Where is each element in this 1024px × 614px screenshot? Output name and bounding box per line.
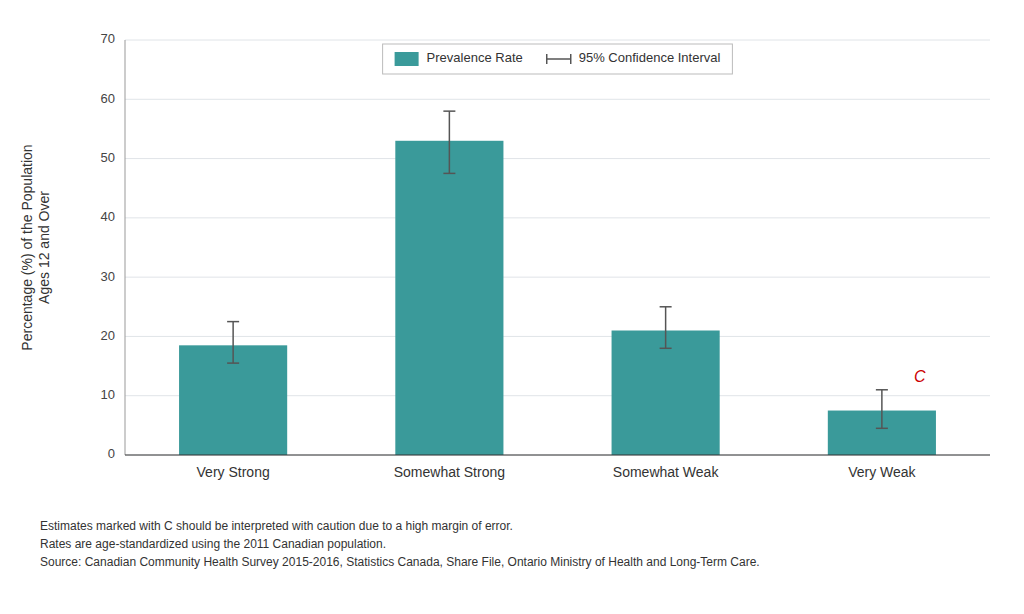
error-bar-stem <box>232 322 234 364</box>
y-axis-label-line: Percentage (%) of the Population <box>19 144 35 350</box>
y-axis-label: Percentage (%) of the PopulationAges 12 … <box>19 144 52 350</box>
y-tick-label: 50 <box>101 150 115 165</box>
y-axis-line <box>125 40 126 455</box>
error-bar-stem <box>449 111 451 173</box>
error-bar-cap <box>227 362 239 364</box>
grid-line <box>125 217 990 218</box>
x-axis-line <box>125 455 990 456</box>
notes: Estimates marked with C should be interp… <box>40 519 760 569</box>
legend-label: 95% Confidence Interval <box>579 50 721 65</box>
grid-line <box>125 158 990 159</box>
error-bar <box>227 322 239 364</box>
legend-label: Prevalence Rate <box>427 50 523 65</box>
note: Source: Canadian Community Health Survey… <box>40 555 760 569</box>
error-bar-cap <box>443 173 455 175</box>
legend-ci-cap <box>570 54 572 64</box>
y-tick-label: 20 <box>101 328 115 343</box>
legend-ci-line <box>547 58 571 60</box>
error-bar <box>876 390 888 429</box>
y-tick-label: 30 <box>101 269 115 284</box>
x-tick-label: Somewhat Weak <box>613 464 720 480</box>
bar <box>612 331 720 456</box>
grid-line <box>125 40 990 41</box>
x-tick-label: Very Weak <box>848 464 916 480</box>
error-bar-stem <box>665 307 667 349</box>
error-bar-cap <box>876 389 888 391</box>
legend-box <box>383 44 733 74</box>
chart-container: 0 10 20 30 40 50 60 70 Very Strong Somewhat Stron… <box>0 0 1024 614</box>
legend: Prevalence Rate 95% Confidence Interval <box>383 44 733 74</box>
chart-svg: 0 10 20 30 40 50 60 70 Very Strong Somewhat Stron… <box>0 0 1024 614</box>
x-tick-label: Somewhat Strong <box>394 464 505 480</box>
grid-line <box>125 99 990 100</box>
error-bar-cap <box>443 110 455 112</box>
y-tick-label: 40 <box>101 209 115 224</box>
y-tick-label: 0 <box>108 446 115 461</box>
y-tick-label: 60 <box>101 91 115 106</box>
error-bar-cap <box>227 321 239 323</box>
x-tick-labels: Very Strong Somewhat Strong Somewhat Weak V… <box>197 464 917 480</box>
bar <box>395 141 503 455</box>
error-bar <box>660 307 672 349</box>
x-tick-label: Very Strong <box>197 464 270 480</box>
annotation: C <box>914 368 926 385</box>
y-tick-labels: 0 10 20 30 40 50 60 70 <box>101 31 115 461</box>
y-tick-label: 70 <box>101 31 115 46</box>
note: Estimates marked with C should be interp… <box>40 519 513 533</box>
error-bar-cap <box>876 428 888 430</box>
grid-line <box>125 336 990 337</box>
note: Rates are age-standardized using the 201… <box>40 537 386 551</box>
error-bar-stem <box>881 390 883 429</box>
grid-line <box>125 455 990 456</box>
error-bar-cap <box>660 348 672 350</box>
legend-ci-cap <box>546 54 548 64</box>
y-grid <box>125 40 990 455</box>
y-tick-label: 10 <box>101 387 115 402</box>
plot-marks <box>179 111 936 455</box>
grid-line <box>125 277 990 278</box>
y-axis-label-line: Ages 12 and Over <box>36 191 52 304</box>
error-bar-cap <box>660 306 672 308</box>
error-bar <box>443 111 455 173</box>
legend-swatch <box>395 52 419 66</box>
